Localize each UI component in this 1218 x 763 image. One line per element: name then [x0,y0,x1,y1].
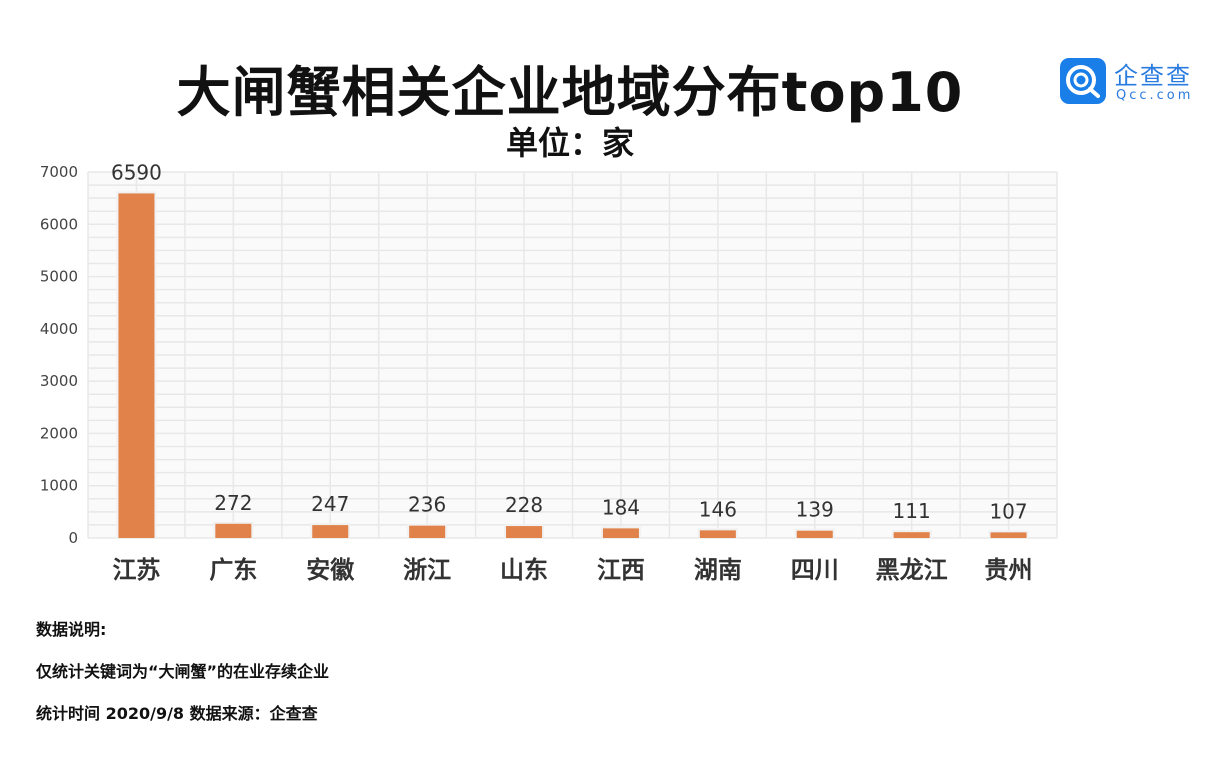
value-label: 111 [893,499,931,523]
value-label: 139 [796,498,834,522]
value-label: 6590 [111,160,162,184]
category-label: 黑龙江 [876,556,948,584]
y-tick-label: 0 [68,529,78,547]
y-tick-label: 6000 [40,215,78,233]
category-label: 山东 [500,556,548,584]
category-label: 安徽 [306,556,355,584]
category-label: 江苏 [112,556,160,584]
bar [312,525,349,538]
chart-title: 大闸蟹相关企业地域分布top10 [176,61,964,124]
value-label: 236 [408,493,446,517]
category-label: 浙江 [403,556,451,584]
notes-line-1: 仅统计关键词为“大闸蟹”的在业存续企业 [36,662,330,681]
bar [215,523,252,538]
y-tick-label: 2000 [40,424,78,442]
logo-name: 企查查 [1114,62,1192,90]
bar [409,525,446,538]
chart-unit: 单位：家 [505,124,634,162]
bar [796,530,833,538]
notes-line-2: 统计时间 2020/9/8 数据来源：企查查 [36,704,318,723]
bar [893,532,930,538]
qcc-logo: 企查查 Qcc.com [1060,56,1210,106]
value-label: 107 [989,499,1027,523]
notes-heading: 数据说明: [36,620,107,639]
value-label: 247 [311,492,349,516]
qcc-logo-icon [1060,58,1106,104]
bar [990,532,1027,538]
y-tick-label: 1000 [40,477,78,495]
category-label: 广东 [209,556,257,584]
y-tick-label: 4000 [40,320,78,338]
y-tick-label: 3000 [40,372,78,390]
value-label: 272 [214,491,252,515]
category-label: 贵州 [985,556,1033,584]
value-label: 146 [699,497,737,521]
value-label: 184 [602,495,640,519]
logo-domain: Qcc.com [1116,88,1194,103]
y-tick-label: 5000 [40,268,78,286]
value-label: 228 [505,493,543,517]
bar [602,528,639,538]
y-tick-label: 7000 [40,163,78,181]
category-label: 湖南 [694,556,742,584]
category-label: 江西 [597,556,645,584]
bar [506,526,543,538]
bar [118,193,155,539]
category-label: 四川 [791,556,839,584]
bar [699,530,736,538]
